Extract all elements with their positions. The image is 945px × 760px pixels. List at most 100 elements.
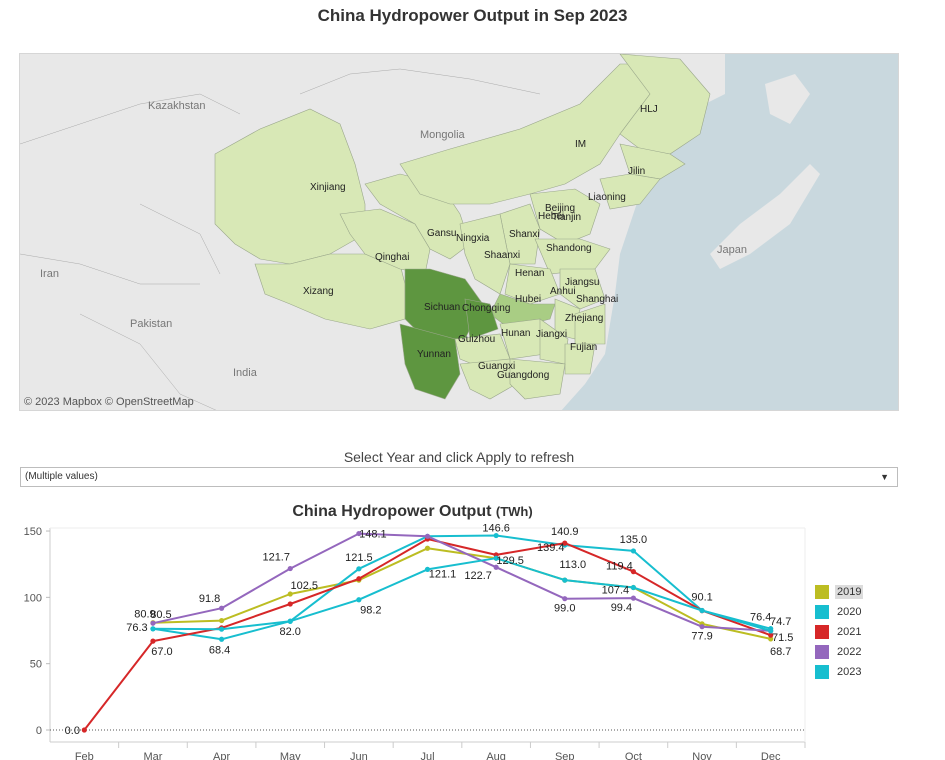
data-point-2023 bbox=[493, 555, 499, 561]
legend-swatch bbox=[815, 585, 829, 599]
data-point-2023 bbox=[356, 597, 362, 603]
region-jiangsu bbox=[559, 268, 606, 310]
data-label: 80.9 bbox=[134, 609, 155, 621]
province-label: Tianjin bbox=[552, 212, 581, 223]
data-label: 135.0 bbox=[620, 534, 648, 546]
data-point-2023 bbox=[424, 566, 431, 572]
china-provinces bbox=[214, 54, 711, 400]
data-point-2019 bbox=[287, 591, 293, 597]
region-jilin bbox=[619, 143, 686, 180]
legend-item[interactable]: 2021 bbox=[815, 622, 863, 642]
data-label: 77.9 bbox=[691, 631, 712, 643]
chart-unit: (TWh) bbox=[495, 504, 533, 519]
country-label: Mongolia bbox=[420, 129, 466, 141]
region-yunnan bbox=[399, 323, 461, 400]
data-label: 121.1 bbox=[429, 568, 457, 580]
x-tick-label: Apr bbox=[213, 751, 230, 760]
data-point-2023 bbox=[218, 626, 225, 632]
province-label: Hebei bbox=[538, 211, 564, 222]
province-label: Sichuan bbox=[424, 302, 460, 313]
map-canvas: Kazakhstan Mongolia Iran Pakistan India … bbox=[20, 54, 820, 410]
year-filter-dropdown[interactable]: (Multiple values) ▼ bbox=[20, 467, 898, 487]
data-point-2022 bbox=[699, 624, 705, 630]
data-label: 80.5 bbox=[150, 609, 171, 621]
x-tick-label: Feb bbox=[75, 751, 94, 760]
data-point-2020 bbox=[493, 532, 499, 539]
page-title: China Hydropower Output in Sep 2023 bbox=[317, 6, 628, 25]
filter-label: Select Year and click Apply to refresh bbox=[343, 449, 575, 465]
province-label: Guangxi bbox=[478, 361, 515, 372]
data-label: 122.7 bbox=[464, 570, 492, 582]
x-tick-label: Oct bbox=[625, 751, 642, 760]
x-tick-label: Dec bbox=[761, 751, 781, 760]
legend-swatch bbox=[815, 645, 829, 659]
series-line-2019 bbox=[152, 547, 771, 640]
region-zhejiang bbox=[574, 303, 606, 345]
data-label: 76.3 bbox=[126, 622, 147, 634]
country-label: Pakistan bbox=[130, 318, 172, 330]
data-point-2019 bbox=[768, 636, 774, 642]
data-label: 67.0 bbox=[151, 646, 172, 658]
chevron-down-icon[interactable]: ▼ bbox=[880, 472, 889, 482]
data-point-2019 bbox=[424, 545, 431, 551]
province-label: Liaoning bbox=[588, 192, 626, 203]
x-tick-label: Nov bbox=[692, 751, 712, 760]
data-label: 99.4 bbox=[611, 602, 632, 614]
data-point-2022 bbox=[562, 596, 568, 602]
region-shandong bbox=[534, 238, 611, 275]
data-point-2022 bbox=[150, 620, 156, 626]
province-label: Jilin bbox=[628, 166, 645, 177]
data-point-2023 bbox=[287, 618, 293, 624]
data-label: 139.4 bbox=[537, 542, 565, 554]
chart-title: China Hydropower Output (TWh) bbox=[0, 503, 825, 521]
data-point-2023 bbox=[562, 577, 568, 583]
y-tick-label: 150 bbox=[24, 526, 42, 538]
x-tick-label: Jun bbox=[350, 751, 368, 760]
data-label: 99.0 bbox=[554, 603, 575, 615]
province-label: Shaanxi bbox=[484, 250, 520, 261]
data-label: 0.0 bbox=[65, 725, 80, 737]
legend-item[interactable]: 2019 bbox=[815, 582, 864, 602]
line-chart[interactable]: 0 50 100 150 Feb Mar Apr May Jun Jul Aug Sep Oct Nov D… bbox=[0, 520, 815, 760]
region-guangdong bbox=[509, 358, 566, 400]
country-label: Kazakhstan bbox=[148, 100, 205, 112]
data-label: 74.7 bbox=[770, 616, 791, 628]
province-label: Qinghai bbox=[375, 252, 409, 263]
data-label: 146.6 bbox=[482, 523, 510, 535]
legend-item[interactable]: 2023 bbox=[815, 662, 863, 682]
year-filter-value: (Multiple values) bbox=[25, 471, 98, 482]
province-label: Xinjiang bbox=[310, 182, 346, 193]
province-label: Shanghai bbox=[576, 294, 618, 305]
data-point-2022 bbox=[218, 605, 225, 611]
province-label: Yunnan bbox=[417, 349, 451, 360]
legend-label: 2022 bbox=[837, 646, 862, 658]
province-label: Guangdong bbox=[497, 370, 549, 381]
map-attribution[interactable]: © 2023 Mapbox © OpenStreetMap bbox=[24, 396, 194, 408]
data-label: 102.5 bbox=[290, 580, 318, 592]
data-point-2023 bbox=[150, 626, 156, 632]
data-point-2021 bbox=[356, 576, 362, 582]
region-chongqing bbox=[464, 298, 499, 340]
data-label: 68.4 bbox=[209, 644, 230, 656]
x-tick-label: Sep bbox=[555, 751, 575, 760]
data-point-2022 bbox=[356, 530, 362, 537]
y-tick-label: 0 bbox=[36, 725, 42, 737]
x-tick-label: Aug bbox=[486, 751, 506, 760]
province-label: Henan bbox=[515, 268, 544, 279]
data-point-2020 bbox=[356, 566, 362, 572]
data-label: 98.2 bbox=[360, 605, 381, 617]
province-map[interactable]: Kazakhstan Mongolia Iran Pakistan India … bbox=[19, 53, 899, 411]
province-label: Guizhou bbox=[458, 334, 495, 345]
data-point-2021 bbox=[150, 638, 156, 644]
province-label: Shandong bbox=[546, 243, 592, 254]
legend-label: 2019 bbox=[835, 585, 864, 599]
legend-item[interactable]: 2022 bbox=[815, 642, 863, 662]
legend-swatch bbox=[815, 605, 829, 619]
legend-swatch bbox=[815, 625, 829, 639]
country-label: India bbox=[233, 367, 258, 379]
data-point-2021 bbox=[81, 727, 87, 733]
data-point-2022 bbox=[493, 564, 499, 570]
legend-item[interactable]: 2020 bbox=[815, 602, 863, 622]
data-point-2022 bbox=[630, 595, 637, 601]
series-line-2022 bbox=[152, 532, 771, 632]
